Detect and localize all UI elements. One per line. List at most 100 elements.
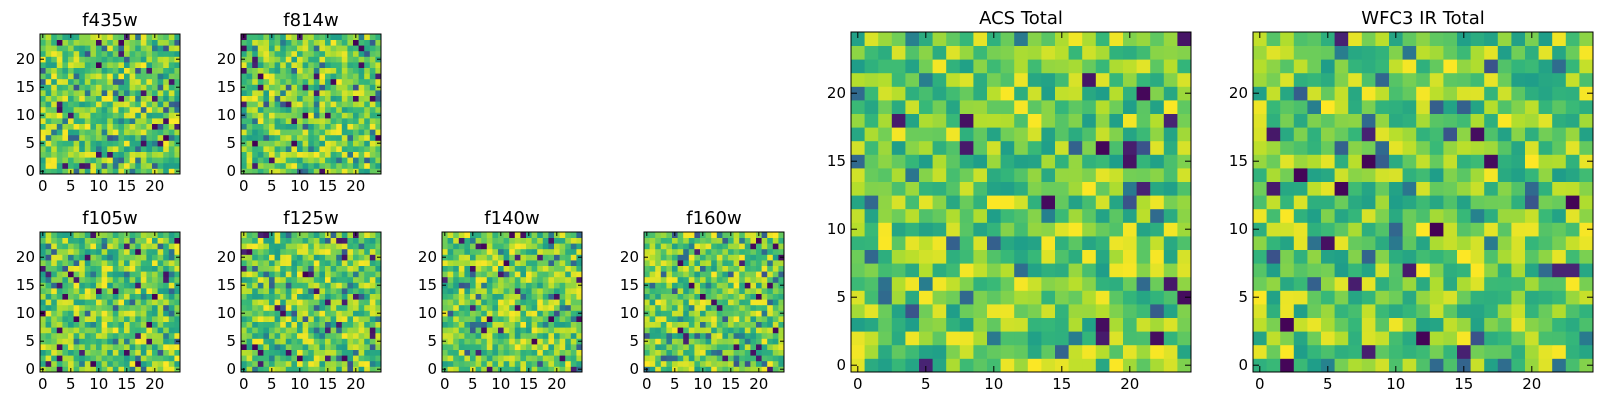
heatmap-cell <box>504 260 510 266</box>
heatmap-cell <box>672 305 678 311</box>
heatmap-cell <box>728 238 734 244</box>
heatmap-cell <box>118 112 124 118</box>
heatmap-cell <box>865 32 879 46</box>
heatmap-cell <box>169 232 175 238</box>
heatmap-cell <box>46 79 52 85</box>
heatmap-cell <box>275 107 281 113</box>
heatmap-cell <box>1525 182 1539 196</box>
heatmap-cell <box>1375 222 1389 236</box>
heatmap-cell <box>739 232 745 238</box>
heatmap-cell <box>448 338 454 344</box>
y-tick-label: 0 <box>226 162 236 180</box>
heatmap-cell <box>252 271 258 277</box>
heatmap-cell <box>51 51 57 57</box>
heatmap-cell <box>644 327 650 333</box>
heatmap-cell <box>762 260 768 266</box>
heatmap-cell <box>476 232 482 238</box>
heatmap-cell <box>644 361 650 367</box>
heatmap-cell <box>1150 182 1164 196</box>
heatmap-cell <box>146 355 152 361</box>
heatmap-cell <box>1164 277 1178 291</box>
heatmap-cell <box>526 316 532 322</box>
heatmap-cell <box>1253 263 1267 277</box>
heatmap-cell <box>537 361 543 367</box>
heatmap-cell <box>878 222 892 236</box>
heatmap-cell <box>481 294 487 300</box>
heatmap-cell <box>1001 222 1015 236</box>
heatmap-cell <box>331 344 337 350</box>
heatmap-cell <box>113 146 119 152</box>
heatmap-cell <box>308 266 314 272</box>
heatmap-cell <box>57 361 63 367</box>
heatmap-cell <box>275 350 281 356</box>
heatmap-cell <box>124 45 130 51</box>
heatmap-cell <box>62 243 68 249</box>
heatmap-cell <box>85 152 91 158</box>
heatmap-cell <box>79 62 85 68</box>
heatmap-cell <box>96 40 102 46</box>
heatmap-cell <box>286 249 292 255</box>
heatmap-cell <box>370 305 376 311</box>
heatmap-cell <box>124 254 130 260</box>
heatmap-cell <box>1484 209 1498 223</box>
heatmap-cell <box>750 338 756 344</box>
heatmap-cell <box>1096 73 1110 87</box>
heatmap-cell <box>470 361 476 367</box>
heatmap-cell <box>331 333 337 339</box>
heatmap-cell <box>946 345 960 359</box>
heatmap-cell <box>1430 304 1444 318</box>
heatmap-cell <box>263 277 269 283</box>
heatmap-cell <box>79 355 85 361</box>
heatmap-cell <box>96 266 102 272</box>
heatmap-cell <box>1137 154 1151 168</box>
heatmap-cell <box>68 51 74 57</box>
heatmap-cell <box>750 243 756 249</box>
heatmap-cell <box>46 56 52 62</box>
heatmap-cell <box>678 350 684 356</box>
heatmap-cell <box>40 249 46 255</box>
heatmap-cell <box>655 288 661 294</box>
heatmap-cell <box>40 266 46 272</box>
heatmap-cell <box>57 271 63 277</box>
heatmap-cell <box>118 288 124 294</box>
heatmap-cell <box>745 316 751 322</box>
heatmap-cell <box>711 254 717 260</box>
heatmap-cell <box>481 355 487 361</box>
heatmap-cell <box>745 350 751 356</box>
heatmap-cell <box>711 299 717 305</box>
heatmap-cell <box>252 350 258 356</box>
heatmap-cell <box>158 163 164 169</box>
heatmap-cell <box>280 56 286 62</box>
heatmap-cell <box>919 250 933 264</box>
heatmap-cell <box>269 322 275 328</box>
heatmap-cell <box>325 277 331 283</box>
heatmap-cell <box>85 299 91 305</box>
heatmap-cell <box>303 112 309 118</box>
heatmap-cell <box>85 112 91 118</box>
heatmap-cell <box>124 299 130 305</box>
heatmap-cell <box>711 344 717 350</box>
heatmap-cell <box>728 288 734 294</box>
y-tick-label: 15 <box>16 276 35 294</box>
heatmap-cell <box>364 316 370 322</box>
heatmap-cell <box>163 322 169 328</box>
heatmap-cell <box>280 333 286 339</box>
heatmap-cell <box>169 51 175 57</box>
heatmap-cell <box>68 350 74 356</box>
heatmap-cell <box>319 266 325 272</box>
heatmap-cell <box>448 294 454 300</box>
heatmap-cell <box>319 344 325 350</box>
heatmap-cell <box>297 322 303 328</box>
heatmap-cell <box>169 271 175 277</box>
heatmap-cell <box>509 254 515 260</box>
heatmap-cell <box>532 254 538 260</box>
heatmap-cell <box>152 327 158 333</box>
heatmap-cell <box>74 338 80 344</box>
heatmap-cell <box>90 282 96 288</box>
heatmap-cell <box>347 140 353 146</box>
heatmap-cell <box>118 361 124 367</box>
heatmap-cell <box>717 327 723 333</box>
heatmap-cell <box>448 282 454 288</box>
heatmap-cell <box>1307 277 1321 291</box>
heatmap-cell <box>51 355 57 361</box>
